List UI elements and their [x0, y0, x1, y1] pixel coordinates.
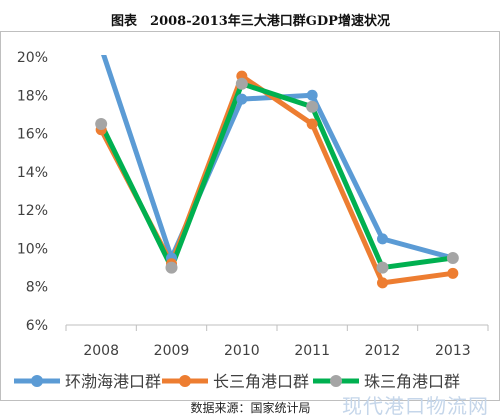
chart-frame — [0, 31, 500, 401]
data-point — [236, 93, 248, 105]
series-2 — [98, 73, 454, 286]
series-markers-2 — [95, 70, 459, 289]
chart-series — [95, 42, 459, 289]
data-point — [376, 261, 389, 274]
y-tick-label: 12% — [17, 203, 48, 219]
data-source: 数据来源：国家统计局 — [190, 401, 311, 415]
chart-legend: 环渤海港口群 长三角港口群 珠三角港口群 — [14, 372, 460, 391]
y-tick-label: 14% — [17, 165, 48, 181]
legend-marker — [179, 375, 191, 387]
data-point — [95, 118, 108, 130]
y-tick-label: 20% — [17, 50, 48, 66]
data-point — [377, 277, 388, 289]
data-point — [96, 42, 107, 53]
y-tick-label: 8% — [26, 280, 48, 296]
legend-item: 珠三角港口群 — [313, 372, 460, 391]
series-markers-1 — [96, 42, 459, 264]
legend-marker — [31, 375, 43, 387]
data-point — [235, 77, 248, 90]
data-point — [446, 252, 459, 264]
series-3 — [98, 81, 454, 271]
x-tick-label: 2008 — [83, 343, 119, 359]
y-tick-label: 18% — [17, 88, 48, 104]
y-tick-label: 16% — [17, 127, 48, 143]
y-tick-label: 10% — [17, 241, 48, 257]
data-point — [165, 261, 178, 274]
x-tick-label: 2011 — [294, 343, 330, 359]
watermark: 现代港口物流网 — [342, 394, 489, 418]
y-tick-label: 6% — [26, 318, 48, 334]
legend-label: 环渤海港口群 — [65, 372, 161, 391]
data-point — [377, 233, 388, 245]
series-line — [98, 73, 454, 286]
gray-markers — [95, 77, 459, 274]
legend-item: 长三角港口群 — [162, 372, 309, 391]
legend-label: 珠三角港口群 — [364, 372, 460, 391]
data-point — [306, 100, 319, 113]
x-tick-label: 2010 — [224, 343, 260, 359]
data-point — [306, 118, 318, 130]
series-line — [98, 81, 454, 271]
legend-item: 环渤海港口群 — [14, 372, 161, 391]
legend-label: 长三角港口群 — [213, 372, 309, 391]
chart-title: 图表 2008-2013年三大港口群GDP增速状况 — [111, 14, 390, 29]
legend-marker — [330, 375, 342, 387]
x-tick-label: 2009 — [154, 343, 190, 359]
x-tick-label: 2013 — [435, 343, 471, 359]
data-point — [447, 267, 459, 279]
x-tick-label: 2012 — [365, 343, 401, 359]
chart-axes: 6% 8% 10% 12% 14% 16% 18% 20% 2008 2009 2010 2011 20… — [17, 50, 489, 359]
data-point — [306, 89, 318, 101]
